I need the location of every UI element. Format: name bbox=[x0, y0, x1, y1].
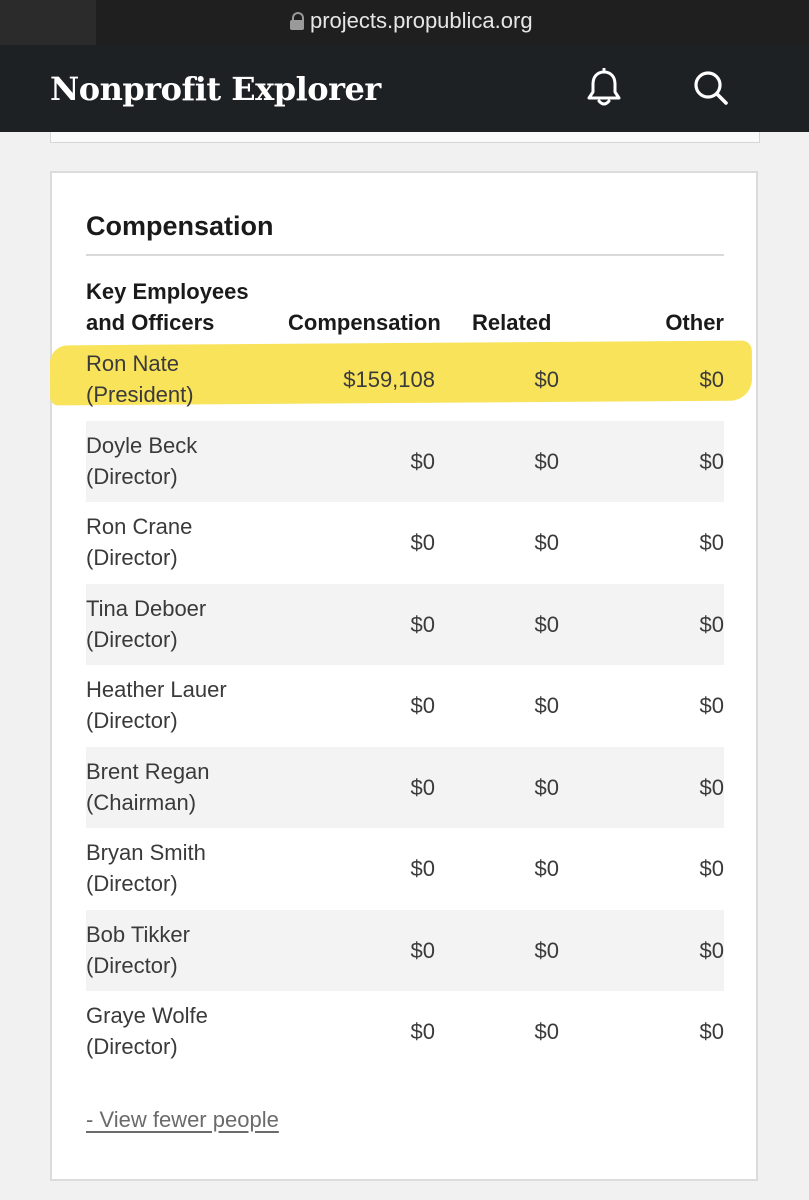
site-header: Nonprofit Explorer bbox=[0, 45, 809, 132]
other-value: $0 bbox=[699, 774, 724, 800]
compensation-card: Compensation Key Employees and Officers … bbox=[49, 171, 758, 1181]
table-row: Brent Regan (Chairman) $0 $0 $0 bbox=[86, 746, 724, 828]
url-text: projects.propublica.org bbox=[310, 8, 533, 33]
column-header-related: Related bbox=[472, 310, 552, 335]
browser-tab-stub[interactable] bbox=[0, 0, 96, 45]
address-field[interactable]: projects.propublica.org bbox=[290, 6, 533, 36]
lock-icon bbox=[290, 12, 304, 30]
person-cell: Bob Tikker (Director) bbox=[86, 919, 190, 981]
compensation-value: $0 bbox=[410, 856, 435, 881]
compensation-value: $159,108 bbox=[343, 367, 435, 392]
related-value: $0 bbox=[534, 448, 559, 474]
other-value: $0 bbox=[699, 448, 724, 474]
person-role: (Director) bbox=[86, 871, 178, 896]
table-row: Ron Crane (Director) $0 $0 $0 bbox=[86, 502, 724, 584]
other-value: $0 bbox=[699, 530, 724, 555]
person-role: (Director) bbox=[86, 545, 178, 570]
person-name: Bryan Smith bbox=[86, 840, 206, 865]
related-value: $0 bbox=[534, 693, 559, 718]
table-row: Graye Wolfe (Director) $0 $0 $0 bbox=[86, 991, 724, 1073]
compensation-value: $0 bbox=[410, 693, 435, 718]
person-name: Graye Wolfe bbox=[86, 1003, 208, 1028]
person-name: Heather Lauer bbox=[86, 677, 227, 702]
other-value: $0 bbox=[699, 367, 724, 392]
search-button[interactable] bbox=[690, 67, 732, 109]
column-header-name: Key Employees and Officers bbox=[86, 279, 249, 335]
person-name: Ron Crane bbox=[86, 514, 193, 539]
table-row: Tina Deboer (Director) $0 $0 $0 bbox=[86, 583, 724, 665]
person-role: (Chairman) bbox=[86, 789, 197, 815]
person-role: (Director) bbox=[86, 1034, 178, 1059]
other-value: $0 bbox=[699, 1019, 724, 1044]
person-cell: Tina Deboer (Director) bbox=[86, 593, 206, 655]
table-header: Key Employees and Officers Compensation … bbox=[86, 273, 724, 339]
person-cell: Heather Lauer (Director) bbox=[86, 674, 227, 736]
site-title[interactable]: Nonprofit Explorer bbox=[50, 70, 381, 108]
related-value: $0 bbox=[534, 530, 559, 555]
view-fewer-people-link[interactable]: - View fewer people bbox=[86, 1107, 279, 1132]
previous-section-edge bbox=[50, 132, 760, 143]
browser-url-bar[interactable]: projects.propublica.org bbox=[0, 0, 809, 45]
related-value: $0 bbox=[534, 774, 559, 800]
person-role: (Director) bbox=[86, 708, 178, 733]
related-value: $0 bbox=[534, 856, 559, 881]
person-cell: Doyle Beck (Director) bbox=[86, 430, 197, 492]
person-name: Brent Regan bbox=[86, 758, 210, 784]
person-name: Bob Tikker bbox=[86, 921, 190, 947]
section-title: Compensation bbox=[86, 211, 274, 241]
related-value: $0 bbox=[534, 1019, 559, 1044]
related-value: $0 bbox=[534, 611, 559, 637]
other-value: $0 bbox=[699, 611, 724, 637]
column-header-compensation: Compensation bbox=[288, 310, 441, 335]
compensation-value: $0 bbox=[410, 448, 435, 474]
person-cell: Bryan Smith (Director) bbox=[86, 837, 206, 899]
table-row: Heather Lauer (Director) $0 $0 $0 bbox=[86, 665, 724, 747]
table-row: Bob Tikker (Director) $0 $0 $0 bbox=[86, 909, 724, 991]
related-value: $0 bbox=[534, 937, 559, 963]
person-role: (Director) bbox=[86, 626, 178, 652]
search-icon bbox=[694, 71, 728, 105]
compensation-value: $0 bbox=[410, 611, 435, 637]
table-row: Bryan Smith (Director) $0 $0 $0 bbox=[86, 828, 724, 910]
compensation-table: Key Employees and Officers Compensation … bbox=[49, 273, 753, 1073]
person-cell: Ron Nate (President) bbox=[86, 348, 194, 410]
table-row: Doyle Beck (Director) $0 $0 $0 bbox=[86, 420, 724, 502]
compensation-value: $0 bbox=[410, 530, 435, 555]
related-value: $0 bbox=[534, 367, 559, 392]
divider bbox=[86, 254, 724, 256]
compensation-value: $0 bbox=[410, 774, 435, 800]
person-name: Doyle Beck bbox=[86, 432, 198, 458]
bell-icon bbox=[587, 68, 621, 106]
column-header-other: Other bbox=[665, 310, 724, 335]
table-row: Ron Nate (President) $159,108 $0 $0 bbox=[49, 339, 753, 421]
person-role: (Director) bbox=[86, 463, 178, 489]
compensation-value: $0 bbox=[410, 1019, 435, 1044]
person-cell: Ron Crane (Director) bbox=[86, 511, 192, 573]
other-value: $0 bbox=[699, 856, 724, 881]
compensation-value: $0 bbox=[410, 937, 435, 963]
person-role: (President) bbox=[86, 382, 194, 407]
other-value: $0 bbox=[699, 693, 724, 718]
person-name: Tina Deboer bbox=[86, 595, 207, 621]
other-value: $0 bbox=[699, 937, 724, 963]
notifications-button[interactable] bbox=[583, 67, 625, 109]
person-cell: Graye Wolfe (Director) bbox=[86, 1000, 208, 1062]
person-cell: Brent Regan (Chairman) bbox=[86, 756, 210, 818]
person-name: Ron Nate bbox=[86, 351, 179, 376]
person-role: (Director) bbox=[86, 952, 178, 978]
